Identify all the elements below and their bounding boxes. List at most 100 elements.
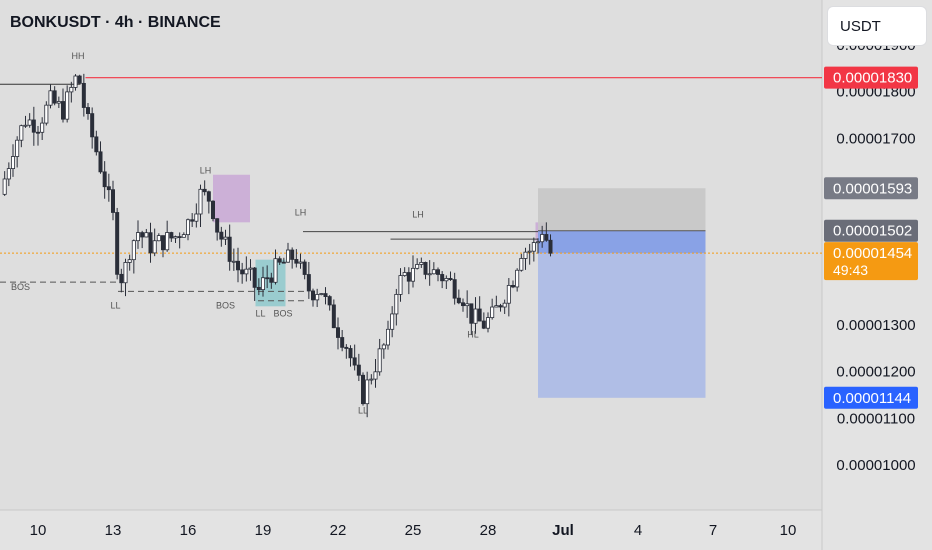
candle-up [144, 232, 149, 238]
candle-down [335, 327, 340, 338]
candle-up [260, 277, 265, 291]
candle-up [23, 124, 28, 127]
candle-up [173, 236, 178, 239]
candle-down [435, 269, 440, 275]
candle-up [127, 259, 132, 263]
candle-up [223, 236, 228, 240]
candle-down [52, 90, 57, 104]
structure-label: HH [72, 51, 85, 61]
candle-up [502, 302, 507, 308]
candle-up [194, 213, 199, 222]
price-label-bg [824, 66, 918, 89]
candle-down [423, 262, 428, 275]
candle-up [385, 328, 390, 346]
candle-up [131, 240, 136, 261]
candle-up [419, 262, 424, 265]
candle-down [219, 231, 224, 240]
candle-down [281, 261, 286, 264]
candle-down [210, 200, 215, 220]
candle-down [498, 305, 503, 308]
candle-down [548, 239, 553, 254]
price-label-target: 0.00001593 [824, 177, 918, 200]
candle-down [265, 277, 270, 280]
price-label-stop: 0.00001144 [824, 386, 918, 409]
candle-up [248, 267, 253, 270]
currency-selector-button[interactable]: USDT [828, 7, 926, 45]
candle-down [115, 212, 120, 275]
candle-down [477, 308, 482, 322]
candle-down [102, 171, 107, 188]
candle-down [227, 236, 232, 262]
price-label-text: 0.00001144 [833, 390, 911, 407]
candle-up [369, 378, 374, 381]
time-axis-background [0, 510, 822, 550]
candle-up [44, 104, 49, 124]
y-tick-label: 0.00001100 [837, 410, 915, 427]
x-tick-label: 10 [780, 522, 797, 539]
candle-down [344, 346, 349, 349]
demand-zone [255, 259, 286, 307]
candle-down [302, 261, 307, 275]
candle-down [119, 273, 124, 284]
structure-label: LL [358, 406, 368, 416]
x-tick-label: 22 [330, 522, 347, 539]
candle-down [94, 136, 99, 153]
candle-down [510, 285, 515, 288]
structure-label: LH [200, 165, 212, 175]
candle-down [190, 219, 195, 222]
candle-up [185, 219, 190, 236]
candle-down [160, 235, 165, 251]
candle-down [323, 293, 328, 297]
candle-down [277, 258, 282, 263]
candle-up [381, 344, 386, 350]
structure-label: HL [467, 330, 479, 340]
candle-down [356, 364, 361, 376]
candle-down [306, 274, 311, 292]
structure-label: LL [110, 301, 120, 311]
candle-down [240, 269, 245, 275]
candle-down [140, 232, 145, 238]
entry-zone [538, 230, 706, 254]
candle-down [310, 290, 315, 301]
candle-up [315, 294, 320, 301]
candle-up [536, 241, 541, 244]
price-label-text: 0.00001830 [833, 70, 912, 87]
candle-down [469, 303, 474, 324]
candle-down [290, 249, 295, 260]
candle-down [269, 277, 274, 283]
candle-down [452, 279, 457, 299]
y-tick-label: 0.00001700 [836, 130, 915, 147]
candle-down [460, 302, 465, 307]
stop-loss-zone [538, 230, 706, 398]
candle-down [440, 274, 445, 282]
candle-down [98, 151, 103, 173]
candle-down [77, 75, 82, 84]
y-tick-label: 0.00001200 [836, 364, 915, 381]
candle-up [519, 258, 524, 271]
candle-up [506, 285, 511, 304]
chart-title: BONKUSDT · 4h · BINANCE [10, 14, 221, 31]
price-label-text: 0.00001454 [833, 245, 912, 262]
candle-down [331, 304, 336, 329]
x-tick-label: 28 [480, 522, 497, 539]
y-tick-label: 0.00001000 [836, 457, 915, 474]
candle-down [177, 236, 182, 238]
price-label-entry: 0.00001502 [824, 219, 918, 242]
structure-label: LL [255, 309, 265, 319]
candle-up [390, 313, 395, 330]
candle-down [90, 113, 95, 138]
candle-down [169, 232, 174, 239]
candle-up [285, 249, 290, 263]
candle-up [398, 275, 403, 295]
candle-up [69, 87, 74, 93]
candle-down [348, 348, 353, 359]
candle-up [165, 232, 170, 251]
price-label-bg [824, 219, 918, 242]
candle-up [152, 240, 157, 254]
candle-up [244, 268, 249, 275]
candle-up [523, 251, 528, 259]
candle-up [73, 75, 78, 88]
candle-down [448, 278, 453, 281]
candle-down [406, 272, 411, 282]
